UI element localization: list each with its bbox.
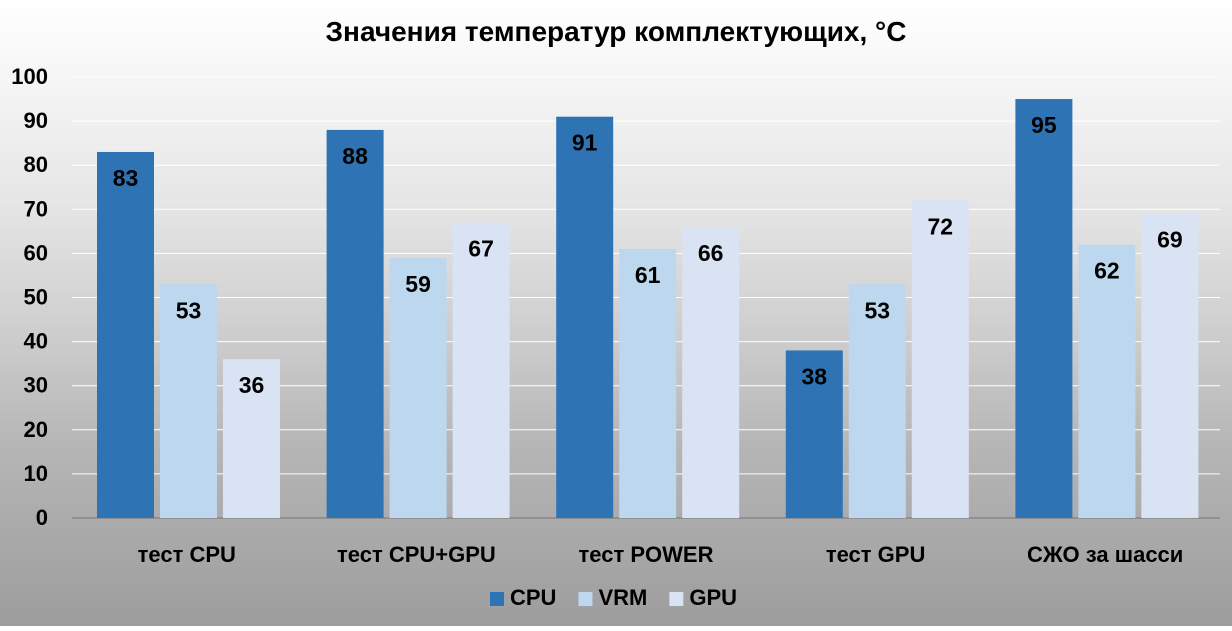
data-label: 69 — [1157, 227, 1183, 253]
legend-label-gpu: GPU — [689, 585, 737, 610]
y-tick-label: 90 — [24, 108, 48, 133]
y-tick-label: 80 — [24, 152, 48, 177]
x-tick-label: тест POWER — [579, 542, 714, 567]
bar-cpu — [785, 350, 843, 518]
bar-cpu — [97, 151, 154, 518]
y-tick-label: 50 — [24, 285, 48, 310]
data-label: 62 — [1094, 258, 1120, 284]
data-label: 88 — [342, 143, 368, 169]
bars — [97, 99, 1199, 519]
bar-gpu — [452, 222, 510, 518]
bar-vrm — [619, 248, 677, 519]
y-axis: 0 10 20 30 40 50 60 70 80 90 100 — [11, 64, 48, 530]
data-label: 38 — [802, 363, 828, 389]
data-label: 66 — [698, 240, 724, 266]
data-label: 53 — [176, 297, 202, 323]
data-labels: 83 53 36 88 59 67 91 61 66 38 53 72 95 62 69 — [113, 112, 1183, 398]
bar-gpu — [682, 226, 740, 518]
x-tick-label: тест CPU+GPU — [337, 542, 496, 567]
y-tick-label: 0 — [36, 505, 48, 530]
x-tick-label: тест CPU — [138, 542, 236, 567]
legend: CPU VRM GPU — [490, 585, 737, 610]
data-label: 36 — [239, 372, 265, 398]
chart-title: Значения температур комплектующих, °С — [326, 16, 907, 47]
legend-swatch-vrm — [578, 592, 593, 606]
bar-cpu — [326, 129, 384, 519]
data-label: 61 — [635, 262, 661, 288]
y-tick-label: 70 — [24, 196, 48, 221]
data-label: 83 — [113, 165, 139, 191]
bar-vrm — [848, 284, 906, 518]
bar-gpu — [911, 200, 969, 519]
y-tick-label: 40 — [24, 329, 48, 354]
x-tick-label: СЖО за шасси — [1027, 542, 1183, 567]
bar-vrm — [160, 284, 217, 518]
data-label: 67 — [468, 236, 494, 262]
data-label: 53 — [865, 297, 891, 323]
y-tick-label: 60 — [24, 240, 48, 265]
y-tick-label: 20 — [24, 417, 48, 442]
data-label: 72 — [928, 213, 954, 239]
legend-label-cpu: CPU — [510, 585, 556, 610]
legend-swatch-cpu — [490, 592, 504, 606]
bar-vrm — [389, 257, 447, 518]
bar-gpu — [223, 359, 280, 518]
data-label: 95 — [1031, 112, 1057, 138]
bar-cpu — [556, 116, 614, 518]
x-tick-label: тест GPU — [826, 542, 926, 567]
y-tick-label: 30 — [24, 373, 48, 398]
y-tick-label: 100 — [11, 64, 48, 89]
legend-swatch-gpu — [669, 592, 684, 606]
data-label: 91 — [572, 130, 598, 156]
bar-cpu — [1015, 99, 1073, 519]
bar-vrm — [1078, 244, 1136, 518]
x-axis: тест CPU тест CPU+GPU тест POWER тест GPU СЖ… — [138, 542, 1184, 567]
y-tick-label: 10 — [24, 461, 48, 486]
data-label: 59 — [405, 271, 431, 297]
legend-label-vrm: VRM — [598, 585, 647, 610]
bar-gpu — [1141, 213, 1199, 518]
